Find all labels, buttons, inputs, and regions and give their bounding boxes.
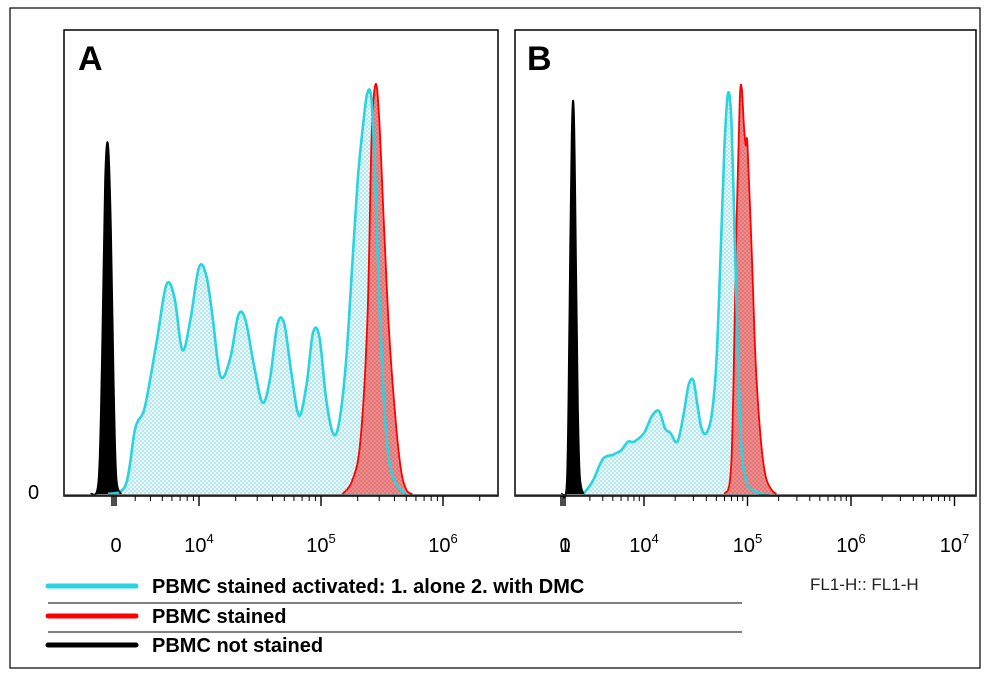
panel-a-activated-area: [108, 89, 407, 494]
panel-b-activated-line: [582, 90, 769, 496]
panel-b-x-tick-label: 105: [733, 531, 762, 557]
panel-b: 0 104 105 106 107 B FL1-H:: FL1-H: [514, 29, 977, 594]
panel-b-x-tick-label: 0: [559, 535, 570, 557]
panel-a-frame: [63, 29, 499, 497]
panel-a-x-tick-label: 0: [110, 535, 121, 557]
panel-a-x-tick-label: 1: [559, 535, 570, 557]
figure-frame: [9, 7, 981, 669]
panel-a-activated-line: [107, 88, 408, 496]
panel-b-not-stained-line: [560, 99, 585, 499]
panel-b-x-tick-label: 104: [629, 531, 658, 557]
panel-b-x-tick-label: 106: [836, 531, 865, 557]
panel-a-x-tick-label: 104: [184, 531, 213, 557]
panel-a-letter: A: [78, 40, 103, 78]
panel-a-y-tick-0: 0: [28, 482, 39, 504]
panel-a-x-tick-label: 105: [306, 531, 335, 557]
panel-a-not-stained-area: [90, 141, 122, 495]
legend-label-activated: PBMC stained activated: 1. alone 2. with…: [152, 576, 584, 598]
panel-a-stained-line: [341, 82, 413, 495]
legend: PBMC stained activated: 1. alone 2. with…: [45, 576, 742, 657]
panel-b-not-stained-area: [561, 100, 584, 498]
panel-a-x-tick-label: 106: [428, 531, 457, 557]
panel-b-activated-area: [583, 92, 769, 495]
panel-a-not-stained-line: [90, 140, 122, 496]
panel-b-frame: [514, 29, 977, 497]
panel-b-x-axis-title: FL1-H:: FL1-H: [810, 575, 919, 594]
legend-label-stained: PBMC stained: [152, 606, 286, 628]
legend-label-not-stained: PBMC not stained: [152, 635, 323, 657]
panel-a-stained-area: [342, 83, 413, 495]
panel-b-x-tick-label: 107: [940, 531, 969, 557]
panel-b-letter: B: [527, 40, 552, 78]
panel-a: 0 104 105 106 1 A 0: [28, 29, 571, 557]
